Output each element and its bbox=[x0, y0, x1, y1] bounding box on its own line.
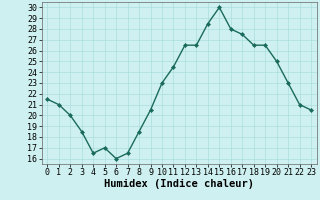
X-axis label: Humidex (Indice chaleur): Humidex (Indice chaleur) bbox=[104, 179, 254, 189]
